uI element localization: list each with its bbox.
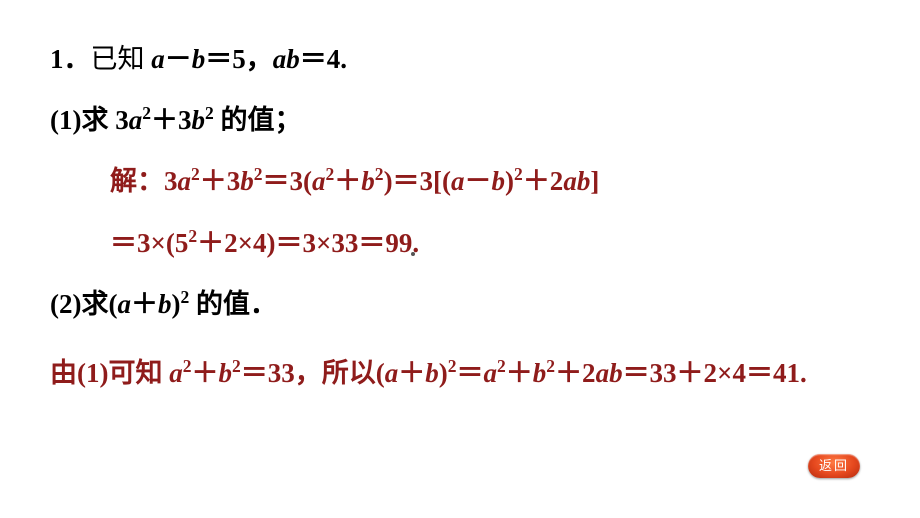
s1-a4: a [563,166,577,196]
s1-3a: 3 [164,166,178,196]
eq: ＝ [205,44,232,74]
s1-paren-sup: 2 [514,164,523,184]
solution2: 由(1)可知 a2＋b2＝33，所以(a＋b)2＝a2＋b2＋2ab＝33＋2×… [50,352,870,395]
s1-a: a [178,166,192,196]
s1-plus2: ＋ [334,166,361,196]
p2-a: a [117,289,131,319]
p1-a: a [129,105,143,135]
back-button[interactable]: 返回 [808,454,860,478]
p1-b: b [192,105,206,135]
s2-eq2: ＝ [457,358,484,388]
s2-paren-sup: 2 [448,356,457,376]
s2-a4: a [596,358,610,388]
part2-label: (2) [50,289,81,319]
s1-a3: a [451,166,465,196]
s2-a3: a [484,358,498,388]
s2-a-sup: 2 [183,356,192,376]
s1-minus: － [465,166,492,196]
problem-given: 1．已知 a－b＝5，ab＝4. [50,38,870,81]
slide-page: 1．已知 a－b＝5，ab＝4. (1)求 3a2＋3b2 的值； 解：3a2＋… [0,0,920,518]
s1-a-sup: 2 [191,164,200,184]
s2-eq1: ＝33，所以( [241,358,385,388]
s1l2-head: ＝3×(5 [110,228,188,258]
s2-plus3: ＋ [506,358,533,388]
p1-plus: ＋ [151,105,178,135]
s2-plus2: ＋ [398,358,425,388]
s1-t4: ) [505,166,514,196]
s2-b3: b [533,358,547,388]
eq2: ＝ [300,44,327,74]
s1-b: b [240,166,254,196]
p2-plus: ＋ [131,289,158,319]
comma: ， [246,44,273,74]
p2-sup: 2 [180,287,189,307]
s1-t6: ] [590,166,599,196]
part1-label: (1) [50,105,81,135]
s2-close: ) [439,358,448,388]
var-a2: a [273,44,287,74]
p2-prefix: 求( [81,289,117,319]
four: 4. [327,44,347,74]
part1-ask-prefix: 求 [81,105,115,135]
s2-tail: ＋2 [555,358,596,388]
s1-3b: 3 [227,166,241,196]
cursor-dot-icon [411,252,415,256]
s1-a2-sup: 2 [326,164,335,184]
s1-eq: ＝ [263,166,290,196]
p2-b: b [158,289,172,319]
s1-b-sup: 2 [254,164,263,184]
s2-b2: b [425,358,439,388]
s1-t3: )＝3[( [384,166,451,196]
p1-sup-b: 2 [205,103,214,123]
solution1-line1: 解：3a2＋3b2＝3(a2＋b2)＝3[(a－b)2＋2ab] [50,160,870,203]
five: 5 [232,44,246,74]
s1-b3: b [492,166,506,196]
s2-a: a [169,358,183,388]
s2-a2: a [385,358,399,388]
s2-prefix: 由(1)可知 [50,358,169,388]
s2-plus: ＋ [192,358,219,388]
s2-rhs: ＝33＋2×4＝41. [623,358,807,388]
minus: － [165,44,192,74]
problem-number: 1． [50,44,91,74]
s1l2-mid: ＋2×4)＝3×33＝99. [197,228,419,258]
back-button-label: 返回 [819,458,849,473]
s2-b3-sup: 2 [546,356,555,376]
coef3b: 3 [178,105,192,135]
p2-suffix: 的值． [189,289,277,319]
p1-suffix: 的值； [214,105,302,135]
s1-b4: b [577,166,591,196]
s1l2-sup: 2 [188,226,197,246]
s1-a2: a [312,166,326,196]
s1-t5: ＋2 [523,166,564,196]
solution1-line2: ＝3×(52＋2×4)＝3×33＝99. [50,222,870,265]
s1-t2: 3( [290,166,313,196]
s1-b2: b [361,166,375,196]
given-prefix: 已知 [91,44,152,74]
part1-question: (1)求 3a2＋3b2 的值； [50,99,870,142]
s2-a3-sup: 2 [497,356,506,376]
var-b: b [192,44,206,74]
coef3a: 3 [115,105,129,135]
s1-plus: ＋ [200,166,227,196]
sol-prefix: 解： [110,166,164,196]
s2-b4: b [609,358,623,388]
p1-sup-a: 2 [142,103,151,123]
var-b2: b [286,44,300,74]
s1-b2-sup: 2 [375,164,384,184]
part2-question: (2)求(a＋b)2 的值． [50,283,870,326]
spacer [50,344,870,352]
s2-b-sup: 2 [232,356,241,376]
var-a: a [151,44,165,74]
s2-b: b [219,358,233,388]
